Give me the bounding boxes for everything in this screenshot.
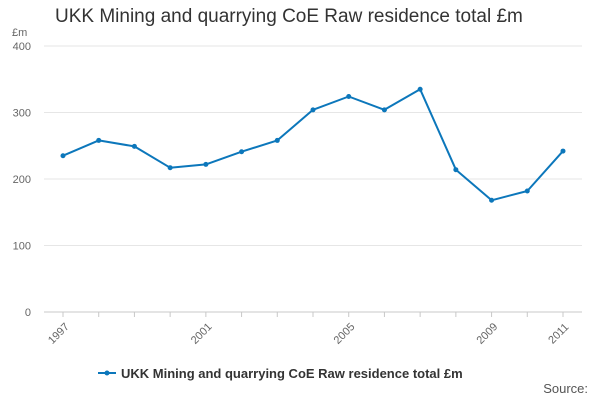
- data-point[interactable]: [203, 161, 209, 167]
- data-point[interactable]: [310, 107, 316, 113]
- y-tick-label: 300: [13, 108, 31, 120]
- data-point[interactable]: [560, 148, 566, 154]
- y-tick-label: 0: [25, 307, 31, 319]
- data-point[interactable]: [96, 137, 102, 143]
- data-point[interactable]: [274, 137, 280, 143]
- data-point[interactable]: [60, 153, 66, 159]
- data-point[interactable]: [346, 94, 352, 100]
- series-line: [62, 88, 564, 202]
- data-point[interactable]: [167, 165, 173, 171]
- y-tick-label: 100: [13, 241, 31, 253]
- y-axis-ticks: 0 100 200 300 400: [13, 41, 31, 319]
- series-layer: [60, 86, 566, 203]
- gridlines: [44, 45, 582, 313]
- data-point[interactable]: [453, 167, 459, 173]
- x-tick-label: 2009: [475, 321, 501, 347]
- y-tick-label: 200: [13, 174, 31, 186]
- y-axis-unit-label: £m: [12, 27, 27, 39]
- x-tick-label: 2005: [332, 321, 358, 347]
- x-axis: 1997 2001 2005 2009 2011: [46, 312, 571, 347]
- x-tick-label: 1997: [46, 321, 72, 347]
- data-point[interactable]: [417, 86, 423, 92]
- data-point[interactable]: [131, 143, 137, 149]
- x-tick-label: 2011: [546, 321, 571, 346]
- chart-title: UKK Mining and quarrying CoE Raw residen…: [55, 6, 523, 27]
- legend-marker-icon: [104, 370, 110, 376]
- y-tick-label: 400: [13, 41, 31, 53]
- data-point[interactable]: [524, 188, 530, 194]
- data-point[interactable]: [489, 197, 495, 203]
- x-tick-label: 2001: [189, 321, 215, 347]
- data-point[interactable]: [239, 149, 245, 155]
- legend-label: UKK Mining and quarrying CoE Raw residen…: [121, 366, 463, 381]
- legend[interactable]: UKK Mining and quarrying CoE Raw residen…: [98, 366, 463, 381]
- source-label: Source:: [543, 381, 588, 396]
- data-point[interactable]: [381, 107, 387, 113]
